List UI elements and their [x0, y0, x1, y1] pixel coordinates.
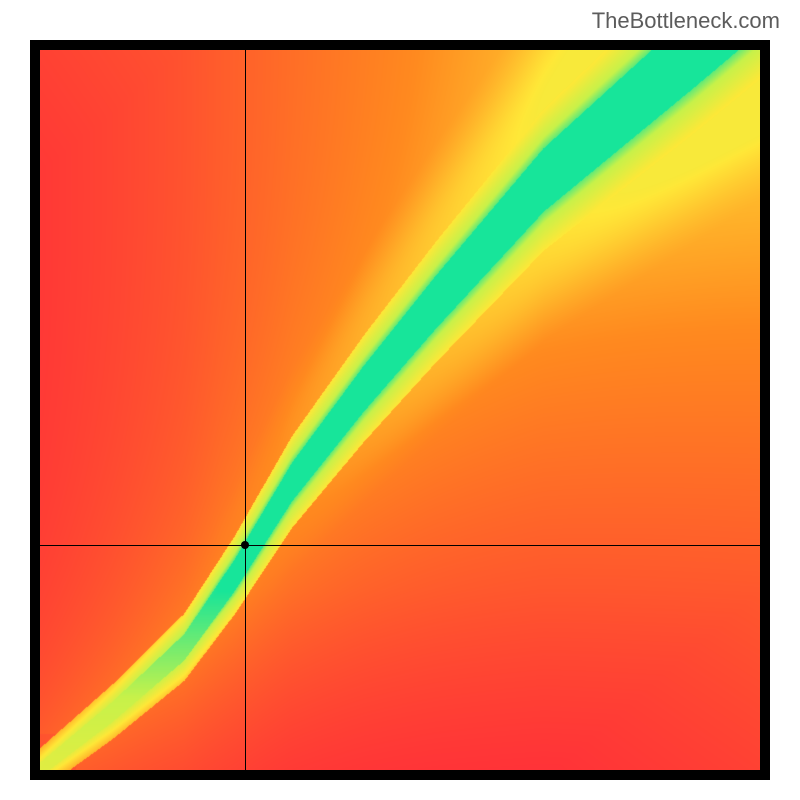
- crosshair-vertical: [245, 50, 246, 770]
- watermark-text: TheBottleneck.com: [592, 8, 780, 34]
- crosshair-horizontal: [40, 545, 760, 546]
- marker-dot: [241, 541, 249, 549]
- plot-area: [40, 50, 760, 770]
- chart-frame: [30, 40, 770, 780]
- heatmap-canvas: [40, 50, 760, 770]
